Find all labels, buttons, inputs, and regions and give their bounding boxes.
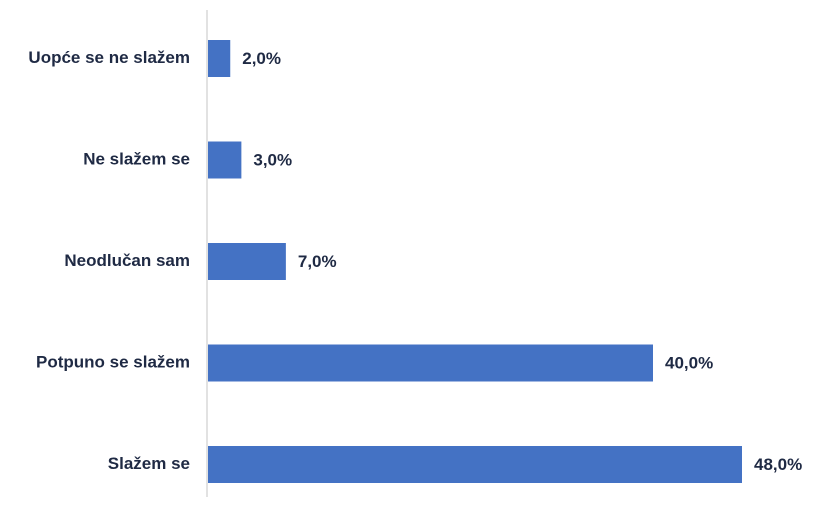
value-label-1: 2,0%	[242, 49, 281, 68]
value-label-3: 7,0%	[298, 252, 337, 271]
bar-5	[208, 446, 742, 483]
bar-3	[208, 243, 286, 280]
category-label-2: Ne slažem se	[83, 149, 190, 168]
value-label-4: 40,0%	[665, 353, 713, 372]
category-label-5: Slažem se	[108, 454, 190, 473]
bars-group	[208, 40, 742, 483]
bar-2	[208, 141, 242, 179]
category-label-1: Uopće se ne slažem	[28, 48, 190, 67]
category-labels-group: Uopće se ne slažem Ne slažem se Neodlučan …	[28, 48, 190, 473]
bar-4	[208, 344, 653, 382]
value-label-5: 48,0%	[754, 455, 802, 474]
category-label-4: Potpuno se slažem	[36, 352, 190, 371]
value-label-2: 3,0%	[253, 150, 292, 169]
value-labels-group: 2,0% 3,0% 7,0% 40,0% 48,0%	[242, 49, 802, 474]
bar-1	[208, 40, 231, 77]
category-label-3: Neodlučan sam	[64, 251, 190, 270]
